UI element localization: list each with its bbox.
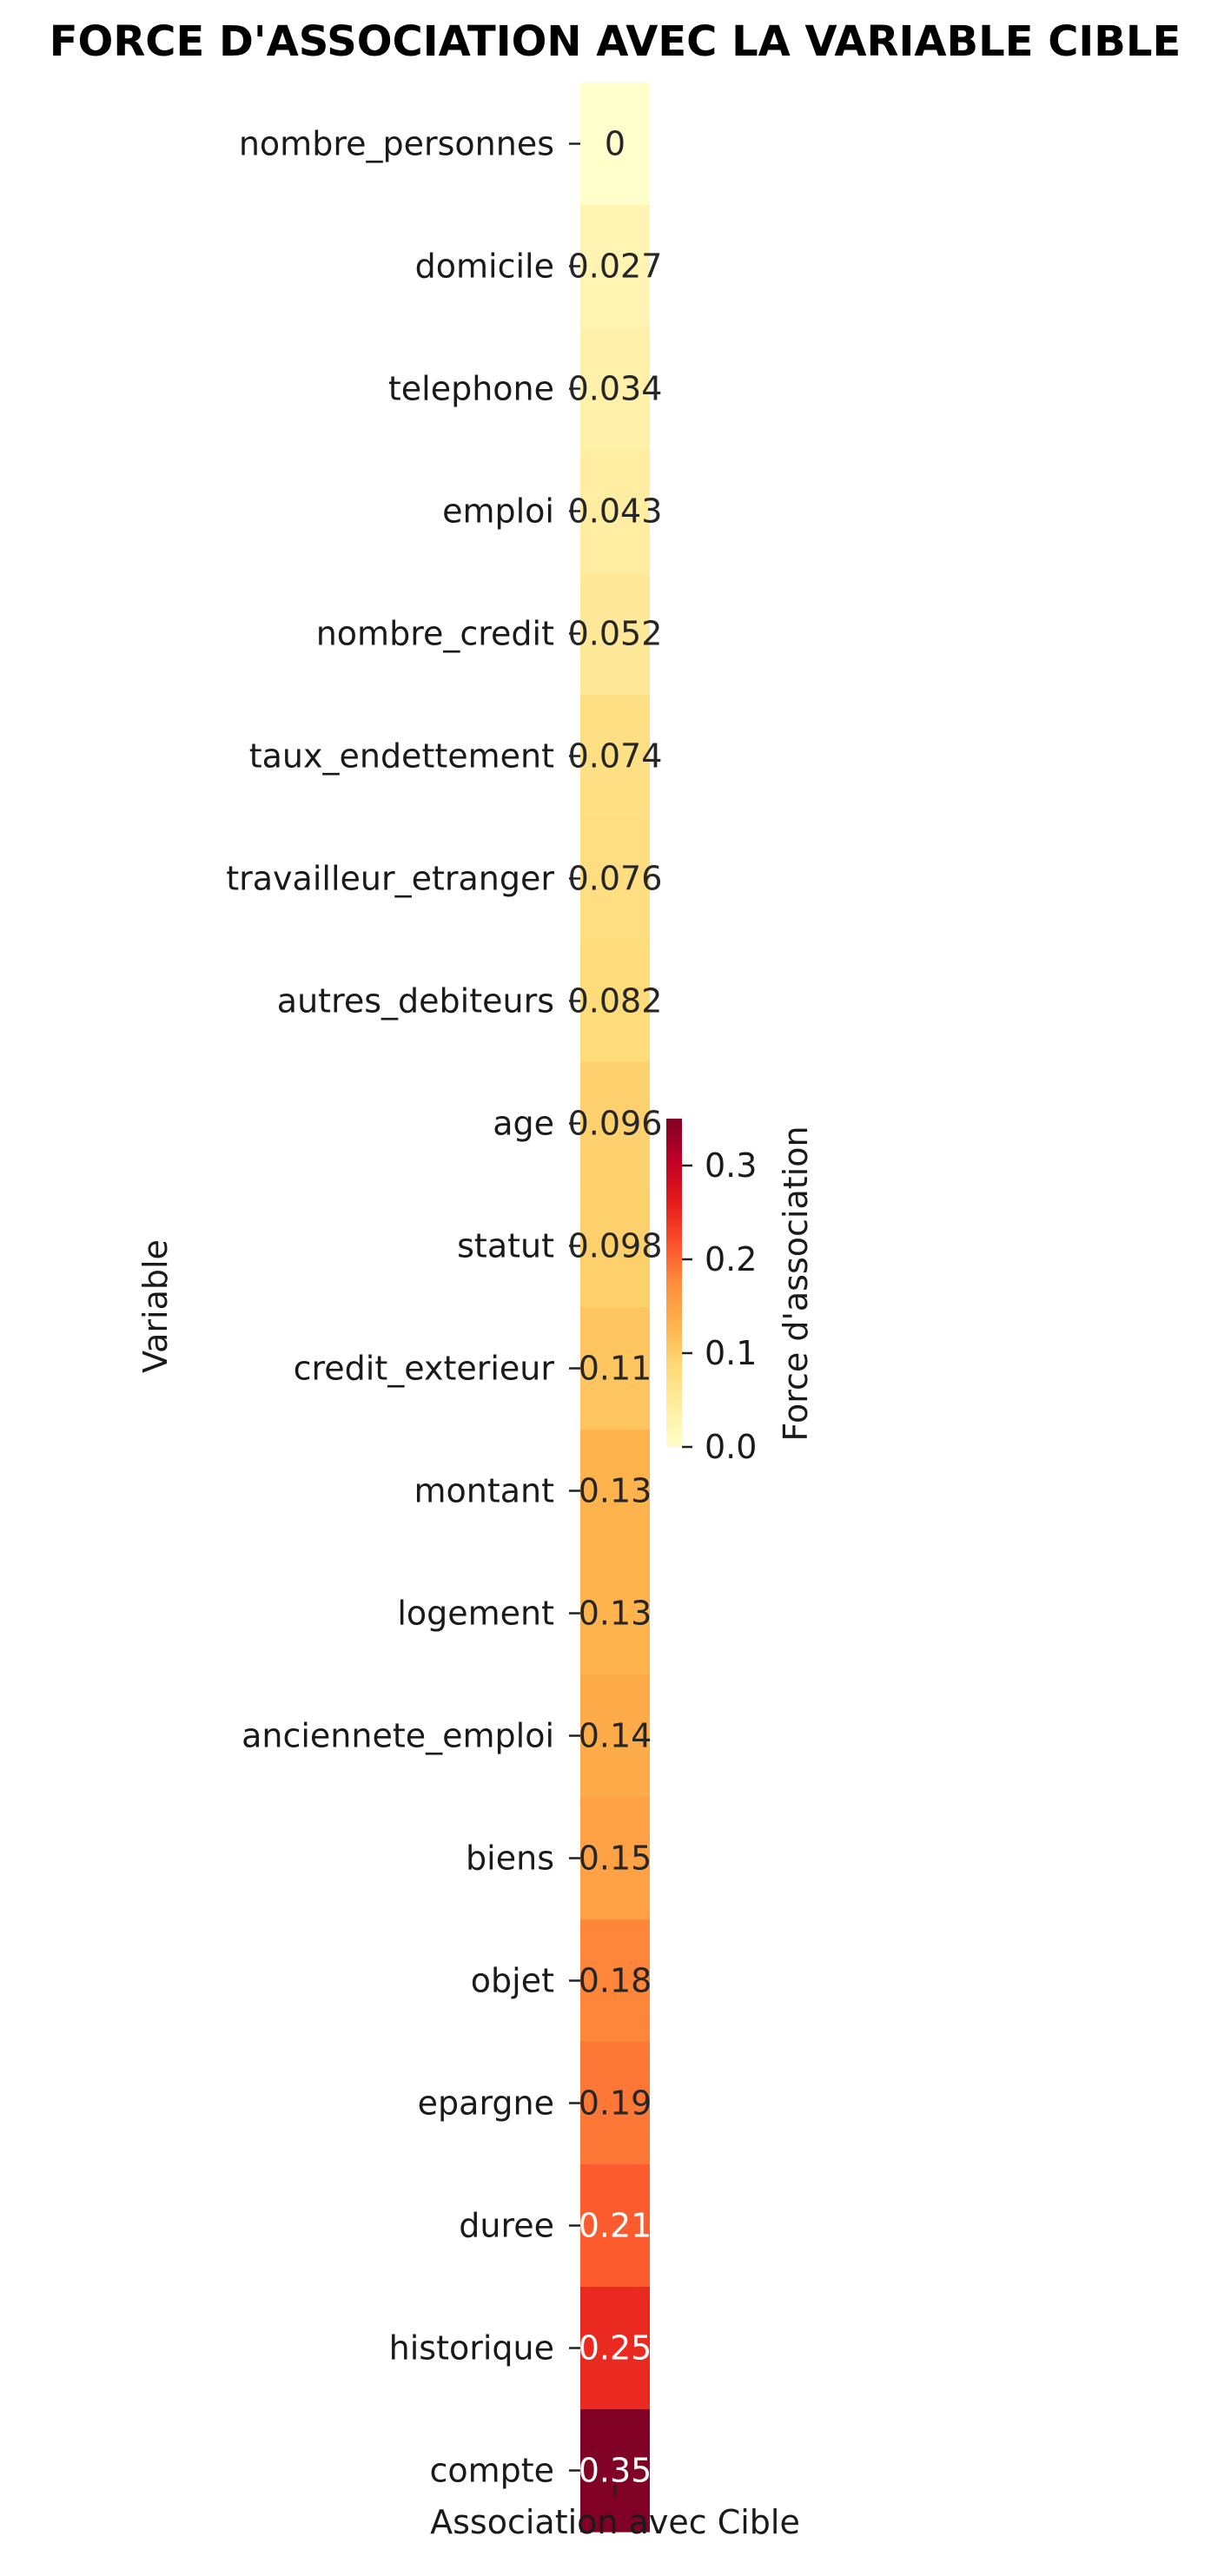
heatmap-cell (580, 1674, 650, 1798)
cell-value: 0.21 (579, 2207, 652, 2245)
colorbar: 0.0 0.1 0.2 0.3 Force d'association (666, 1119, 815, 1466)
colorbar-tick-label: 0.0 (705, 1428, 757, 1466)
row-label: emploi (442, 492, 554, 531)
row-label: epargne (418, 2084, 554, 2123)
row-label: domicile (415, 248, 554, 286)
colorbar-tick-label: 0.1 (705, 1334, 757, 1372)
row-label: nombre_personnes (239, 125, 554, 163)
heatmap-cell (580, 1062, 650, 1186)
heatmap-cell (580, 2287, 650, 2410)
row-label: credit_exterieur (294, 1350, 555, 1388)
cell-value: 0.11 (579, 1350, 652, 1388)
row-label: autres_debiteurs (277, 982, 554, 1020)
cell-value: 0.098 (568, 1227, 663, 1265)
cell-value: 0.13 (579, 1472, 652, 1510)
row-labels: nombre_personnes domicile telephone emploi n… (226, 125, 580, 2490)
heatmap-cell (580, 695, 650, 818)
heatmap-cell (580, 2042, 650, 2165)
row-label: logement (397, 1595, 554, 1633)
cell-value: 0.13 (579, 1595, 652, 1633)
colorbar-tick-label: 0.3 (705, 1146, 757, 1185)
cell-value: 0.19 (579, 2084, 652, 2123)
colorbar-ticks: 0.0 0.1 0.2 0.3 (682, 1146, 757, 1466)
cell-value: 0.096 (568, 1105, 663, 1143)
heatmap-cell (580, 327, 650, 451)
heatmap-cell (580, 450, 650, 573)
row-label: historique (389, 2329, 554, 2368)
row-label: compte (429, 2452, 554, 2490)
row-label: statut (457, 1227, 554, 1265)
chart-title: FORCE D'ASSOCIATION AVEC LA VARIABLE CIB… (50, 17, 1181, 66)
row-label: montant (414, 1472, 554, 1510)
row-label: objet (471, 1962, 554, 2000)
cell-value: 0.074 (568, 737, 663, 776)
cell-value: 0.18 (579, 1962, 652, 2000)
heatmap-cell (580, 2164, 650, 2288)
cell-value: 0.082 (568, 982, 663, 1020)
heatmap-cells (580, 83, 650, 2533)
cell-value: 0.034 (568, 370, 663, 408)
heatmap-cell (580, 83, 650, 206)
row-label: duree (459, 2207, 554, 2245)
row-label: telephone (388, 370, 554, 408)
cell-value: 0.043 (568, 492, 663, 531)
row-label: travailleur_etranger (226, 860, 554, 898)
row-label: anciennete_emploi (242, 1717, 554, 1755)
colorbar-tick-label: 0.2 (705, 1240, 757, 1278)
cell-value: 0.027 (568, 248, 663, 286)
heatmap-cell (580, 1307, 650, 1430)
row-label: taux_endettement (249, 737, 554, 776)
y-axis-label: Variable (136, 1239, 175, 1373)
heatmap-cell (580, 1185, 650, 1308)
cell-value: 0.076 (568, 860, 663, 898)
row-label: biens (466, 1840, 554, 1878)
cell-value: 0.052 (568, 615, 663, 653)
cell-value: 0.15 (579, 1840, 652, 1878)
heatmap-cell (580, 817, 650, 941)
heatmap-cell (580, 572, 650, 696)
heatmap-cell (580, 1552, 650, 1675)
row-label: age (493, 1105, 554, 1143)
heatmap-cell (580, 1919, 650, 2043)
heatmap-cell (580, 1430, 650, 1553)
heatmap-cell (580, 1797, 650, 1920)
cell-value: 0.35 (579, 2452, 652, 2490)
heatmap-cell (580, 2409, 650, 2533)
row-label: nombre_credit (316, 615, 554, 653)
colorbar-label: Force d'association (777, 1126, 815, 1441)
cell-value: 0.25 (579, 2329, 652, 2368)
heatmap-cell (580, 205, 650, 328)
heatmap-cell (580, 940, 650, 1063)
colorbar-gradient (666, 1119, 682, 1447)
cell-value: 0.14 (579, 1717, 652, 1755)
cell-value: 0 (605, 125, 625, 163)
x-axis: Association avec Cible (430, 2485, 800, 2541)
cell-annotations: 0 0.027 0.034 0.043 0.052 0.074 0.076 0.082 0.09… (568, 125, 663, 2490)
x-tick-label: Association avec Cible (430, 2503, 800, 2541)
